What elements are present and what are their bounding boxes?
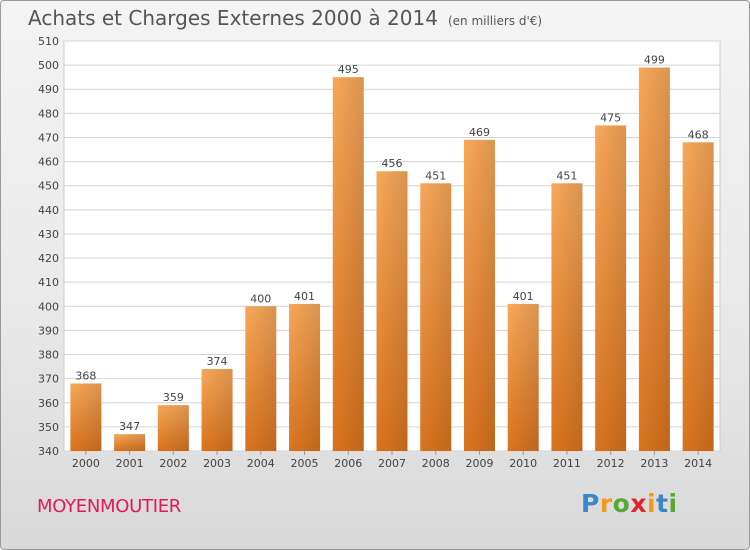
- chart-title-block: Achats et Charges Externes 2000 à 2014 (e…: [28, 6, 542, 30]
- bar-shade: [289, 303, 321, 451]
- y-tick-label: 430: [38, 228, 59, 241]
- y-tick-label: 400: [38, 300, 59, 313]
- y-tick-label: 450: [38, 180, 59, 193]
- bar-shade: [376, 171, 408, 451]
- y-tick-label: 350: [38, 421, 59, 434]
- proxiti-logo: Proxiti: [581, 489, 678, 518]
- chart-title: Achats et Charges Externes 2000 à 2014: [28, 6, 438, 30]
- x-tick-label: 2008: [422, 457, 450, 470]
- y-tick-label: 380: [38, 349, 59, 362]
- y-tick-label: 370: [38, 373, 59, 386]
- bar-value-label: 359: [163, 391, 184, 404]
- bar-value-label: 469: [469, 126, 490, 139]
- x-tick-label: 2002: [159, 457, 187, 470]
- x-tick-label: 2004: [247, 457, 275, 470]
- unit-label: (en milliers d'€): [447, 14, 543, 28]
- x-tick-label: 2013: [640, 457, 668, 470]
- bar-shade: [332, 77, 364, 452]
- city-name: MOYENMOUTIER: [37, 496, 182, 517]
- bar-shade: [201, 369, 233, 451]
- x-tick-label: 2009: [465, 457, 493, 470]
- x-tick-label: 2000: [72, 457, 100, 470]
- x-tick-label: 2012: [597, 457, 625, 470]
- bar-value-label: 495: [338, 63, 359, 76]
- y-tick-label: 340: [38, 445, 59, 458]
- x-tick-label: 2003: [203, 457, 231, 470]
- y-tick-label: 390: [38, 324, 59, 337]
- bar-value-label: 499: [644, 54, 665, 67]
- y-tick-label: 410: [38, 276, 59, 289]
- y-tick-label: 470: [38, 131, 59, 144]
- bar-value-label: 347: [119, 420, 140, 433]
- bar-shade: [245, 306, 277, 451]
- bar-value-label: 475: [600, 111, 621, 124]
- bar-value-label: 468: [688, 128, 709, 141]
- y-tick-label: 460: [38, 156, 59, 169]
- x-tick-label: 2001: [116, 457, 144, 470]
- bar-shade: [70, 383, 102, 451]
- y-tick-label: 440: [38, 204, 59, 217]
- y-tick-label: 420: [38, 252, 59, 265]
- bar-value-label: 451: [425, 169, 446, 182]
- bar-shade: [551, 183, 583, 451]
- bar-value-label: 401: [294, 290, 315, 303]
- bar-shade: [463, 139, 495, 451]
- y-tick-label: 480: [38, 107, 59, 120]
- y-tick-label: 360: [38, 397, 59, 410]
- x-tick-label: 2010: [509, 457, 537, 470]
- bar-shade: [420, 183, 452, 451]
- y-tick-label: 500: [38, 59, 59, 72]
- x-tick-label: 2007: [378, 457, 406, 470]
- y-tick-label: 510: [38, 35, 59, 48]
- x-tick-label: 2006: [334, 457, 362, 470]
- bar-shade: [507, 303, 539, 451]
- bar-value-label: 456: [382, 157, 403, 170]
- y-tick-label: 490: [38, 83, 59, 96]
- bar-shade: [595, 125, 627, 451]
- bar-value-label: 374: [207, 355, 228, 368]
- bar-value-label: 401: [513, 290, 534, 303]
- bar-shade: [682, 142, 714, 451]
- bar-value-label: 400: [250, 292, 271, 305]
- bar-shade: [157, 405, 189, 451]
- bar-value-label: 368: [75, 369, 96, 382]
- x-tick-label: 2011: [553, 457, 581, 470]
- bar-shade: [638, 67, 670, 451]
- bar-value-label: 451: [556, 169, 577, 182]
- x-tick-label: 2014: [684, 457, 712, 470]
- x-tick-label: 2005: [291, 457, 319, 470]
- bar-shade: [114, 434, 146, 451]
